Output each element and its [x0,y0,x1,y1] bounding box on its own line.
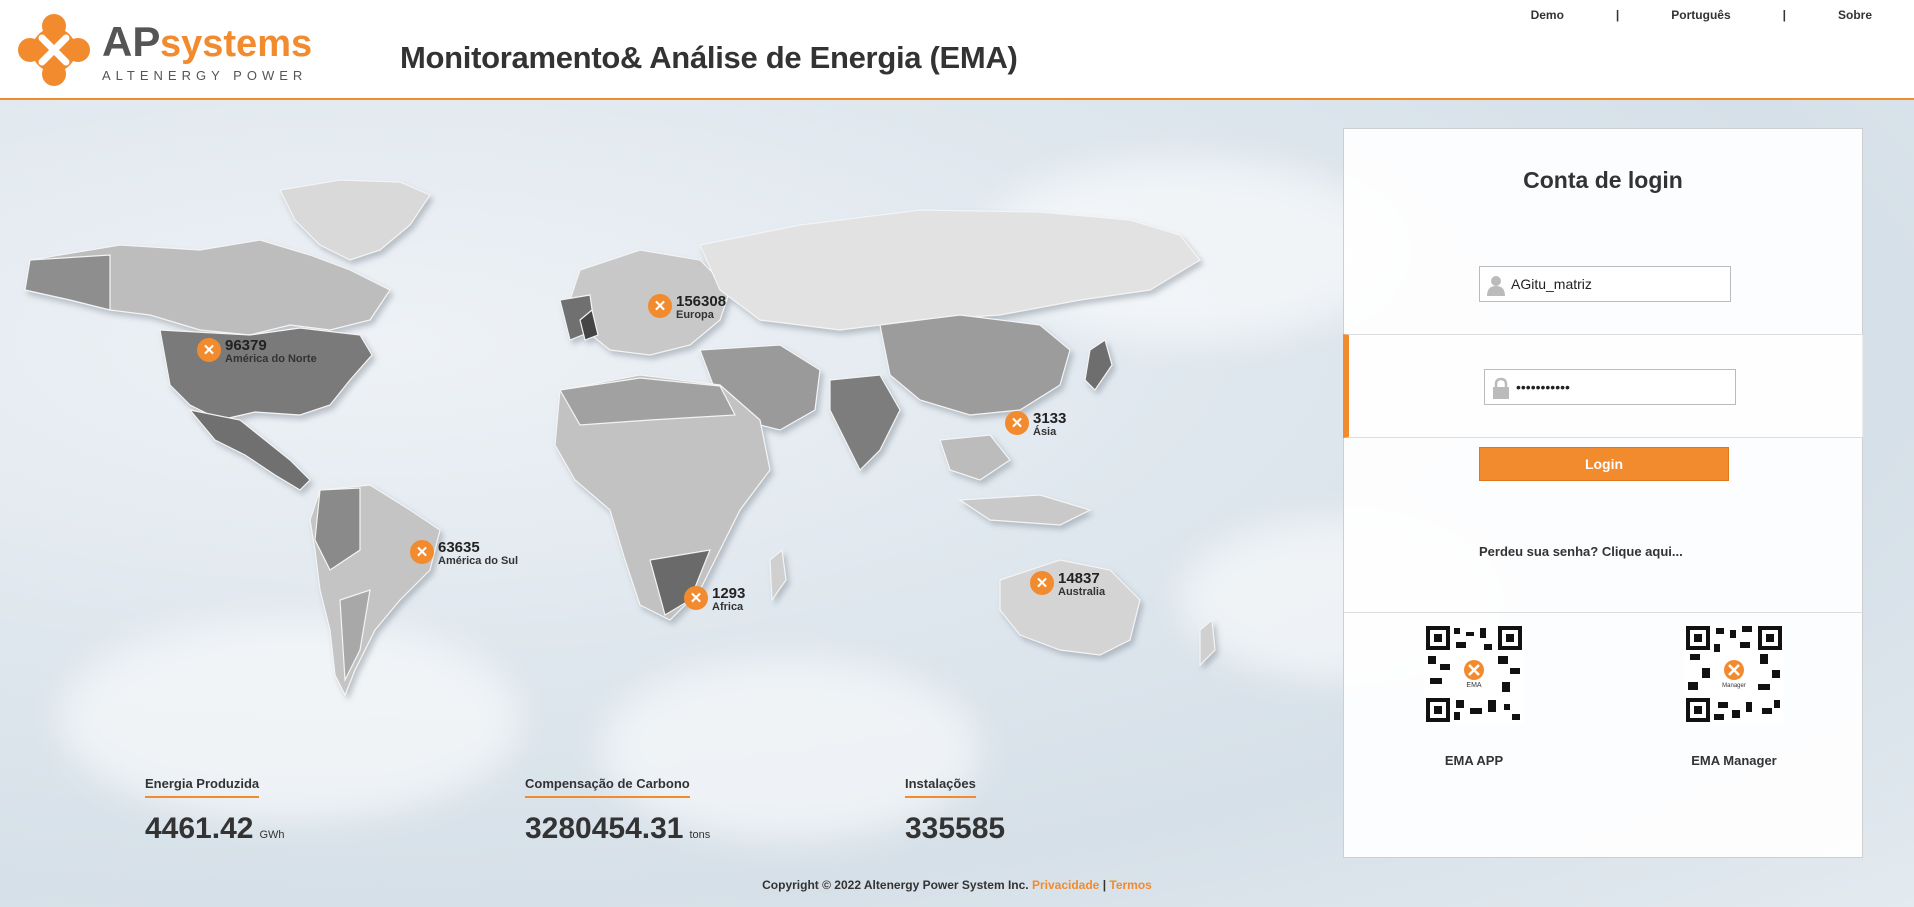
world-map-graphic [24,179,1216,697]
stat-installations: Instalações 335585 [905,775,1005,846]
world-map: ✕ 96379 América do Norte ✕ 156308 Europa… [0,150,1300,710]
logo-tagline: ALTENERGY POWER [102,68,307,83]
region-name: Ásia [1033,426,1057,438]
password-field[interactable] [1484,369,1736,405]
language-link[interactable]: Português [1671,8,1731,22]
password-input[interactable] [1516,379,1716,395]
stat-unit: GWh [259,829,285,841]
apsystems-marker-icon: ✕ [410,540,434,564]
stat-label: Compensação de Carbono [525,776,690,798]
stat-unit: tons [689,829,711,841]
forgot-password-link[interactable]: Perdeu sua senha? Clique aqui... [1479,544,1683,559]
login-button[interactable]: Login [1479,447,1729,481]
logo-brand-systems: systems [160,23,312,65]
password-row [1343,334,1863,438]
footer-separator: | [1102,878,1107,892]
region-value: 156308 [676,293,727,310]
login-title: Conta de login [1523,167,1683,193]
stat-value: 3280454.31 [525,812,684,845]
region-value: 3133 [1033,410,1067,427]
region-marker-africa[interactable]: ✕ 1293 Africa [684,586,745,613]
apsystems-marker-icon: ✕ [684,586,708,610]
username-field[interactable] [1479,266,1731,302]
region-name: Africa [712,601,744,613]
region-marker-australia[interactable]: ✕ 14837 Australia [1030,571,1105,598]
stat-value-wrap: 3280454.31 tons [525,812,710,846]
lock-icon [1490,375,1512,399]
region-name: América do Norte [225,353,317,365]
stat-value: 4461.42 [145,812,254,845]
region-value: 63635 [438,539,480,556]
stat-carbon: Compensação de Carbono 3280454.31 tons [525,775,710,846]
stat-label: Energia Produzida [145,776,260,798]
stat-label: Instalações [905,776,976,798]
user-icon [1485,272,1507,296]
stat-value-wrap: 335585 [905,812,1005,846]
region-marker-europe[interactable]: ✕ 156308 Europa [648,294,726,321]
logo-brand-ap: AP [102,18,160,65]
region-name: Australia [1058,586,1106,598]
apsystems-marker-icon: ✕ [1005,411,1029,435]
header: AP systems ALTENERGY POWER Monitoramento… [0,0,1914,100]
apsystems-marker-icon: ✕ [197,338,221,362]
ema-manager-label: EMA Manager [1691,753,1777,768]
privacy-link[interactable]: Privacidade [1031,878,1100,892]
copyright: Copyright © 2022 Altenergy Power System … [0,878,1914,892]
top-links: Demo | Português | Sobre [1531,8,1872,22]
divider [1344,612,1862,613]
copyright-text: Copyright © 2022 Altenergy Power System … [762,878,1029,892]
region-value: 1293 [712,585,746,602]
region-marker-south-america[interactable]: ✕ 63635 América do Sul [410,540,518,567]
apsystems-logo[interactable]: AP systems ALTENERGY POWER [14,8,344,92]
apsystems-marker-icon: ✕ [648,294,672,318]
about-link[interactable]: Sobre [1837,8,1872,22]
link-separator: | [1615,8,1620,22]
username-input[interactable] [1511,276,1711,292]
ema-manager-qr-code: Manager [1684,624,1784,724]
region-marker-asia[interactable]: ✕ 3133 Ásia [1005,411,1066,438]
ema-app-label: EMA APP [1444,753,1504,768]
terms-link[interactable]: Termos [1109,878,1152,892]
link-separator: | [1782,8,1786,22]
qr-center-label: EMA [1466,682,1482,689]
stat-energy: Energia Produzida 4461.42 GWh [145,775,285,846]
page-title: Monitoramento& Análise de Energia (EMA) [400,40,1018,75]
region-value: 14837 [1058,570,1100,587]
login-panel: Conta de login Login Perdeu sua senha? C… [1343,128,1863,858]
stat-value-wrap: 4461.42 GWh [145,812,285,846]
ema-app-qr-code: EMA [1424,624,1524,724]
demo-link[interactable]: Demo [1530,8,1564,22]
logo-graphic: AP systems ALTENERGY POWER [18,14,312,86]
region-name: América do Sul [438,555,519,567]
stat-value: 335585 [905,812,1006,845]
region-name: Europa [676,309,714,321]
apsystems-marker-icon: ✕ [1030,571,1054,595]
region-value: 96379 [225,337,267,354]
region-marker-north-america[interactable]: ✕ 96379 América do Norte [197,338,317,365]
qr-center-label: Manager [1722,683,1746,689]
